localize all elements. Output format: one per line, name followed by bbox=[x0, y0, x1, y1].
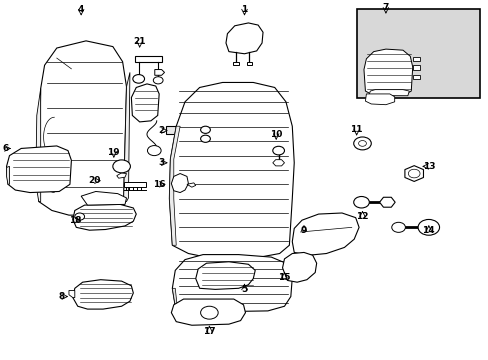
Polygon shape bbox=[363, 49, 412, 96]
Circle shape bbox=[358, 140, 366, 146]
Polygon shape bbox=[171, 174, 188, 193]
Circle shape bbox=[353, 137, 370, 150]
Circle shape bbox=[153, 77, 163, 84]
Polygon shape bbox=[131, 84, 159, 122]
Polygon shape bbox=[6, 146, 71, 193]
Circle shape bbox=[407, 169, 419, 178]
Text: 19: 19 bbox=[107, 148, 120, 157]
Circle shape bbox=[75, 213, 84, 220]
Text: 3: 3 bbox=[158, 158, 164, 167]
Circle shape bbox=[133, 75, 144, 83]
Polygon shape bbox=[135, 56, 161, 62]
Polygon shape bbox=[172, 288, 177, 306]
Polygon shape bbox=[73, 204, 136, 230]
Text: 14: 14 bbox=[422, 226, 434, 235]
Text: 9: 9 bbox=[300, 226, 306, 235]
Polygon shape bbox=[282, 252, 316, 282]
Polygon shape bbox=[225, 23, 263, 54]
Polygon shape bbox=[195, 262, 255, 289]
Polygon shape bbox=[404, 166, 423, 181]
Text: 16: 16 bbox=[153, 180, 165, 189]
Polygon shape bbox=[365, 94, 394, 105]
Polygon shape bbox=[166, 126, 189, 134]
Text: 12: 12 bbox=[356, 212, 368, 221]
Text: 15: 15 bbox=[278, 273, 290, 282]
Circle shape bbox=[113, 160, 130, 173]
Text: 5: 5 bbox=[241, 285, 247, 294]
Text: 1: 1 bbox=[241, 5, 247, 14]
Polygon shape bbox=[186, 183, 195, 187]
Text: 21: 21 bbox=[133, 37, 145, 46]
Text: 4: 4 bbox=[78, 5, 84, 14]
Text: 18: 18 bbox=[68, 216, 81, 225]
Polygon shape bbox=[69, 291, 75, 298]
Polygon shape bbox=[172, 255, 292, 312]
Circle shape bbox=[200, 135, 210, 142]
Circle shape bbox=[200, 126, 210, 134]
Circle shape bbox=[417, 220, 439, 235]
Text: 20: 20 bbox=[88, 176, 101, 185]
Circle shape bbox=[200, 306, 218, 319]
Polygon shape bbox=[6, 166, 9, 184]
Polygon shape bbox=[123, 72, 130, 202]
Polygon shape bbox=[36, 89, 41, 202]
Bar bbox=[412, 65, 419, 69]
Polygon shape bbox=[171, 299, 245, 325]
Text: 8: 8 bbox=[59, 292, 64, 301]
Circle shape bbox=[147, 145, 161, 156]
Polygon shape bbox=[73, 280, 133, 309]
Bar bbox=[356, 9, 479, 98]
Bar bbox=[412, 75, 419, 79]
Polygon shape bbox=[169, 126, 180, 245]
Polygon shape bbox=[246, 62, 252, 65]
Text: 11: 11 bbox=[350, 125, 362, 134]
Polygon shape bbox=[155, 69, 164, 75]
Polygon shape bbox=[123, 182, 146, 187]
Polygon shape bbox=[39, 41, 126, 215]
Polygon shape bbox=[379, 197, 394, 207]
Polygon shape bbox=[292, 213, 358, 255]
Circle shape bbox=[272, 146, 284, 155]
Text: 17: 17 bbox=[203, 327, 215, 336]
Text: 13: 13 bbox=[422, 162, 434, 171]
Text: 10: 10 bbox=[269, 130, 282, 139]
Circle shape bbox=[353, 197, 368, 208]
Polygon shape bbox=[368, 90, 408, 96]
Polygon shape bbox=[81, 192, 126, 205]
Text: 7: 7 bbox=[382, 3, 388, 12]
Circle shape bbox=[391, 222, 405, 232]
Text: 2: 2 bbox=[158, 126, 164, 135]
Polygon shape bbox=[169, 82, 294, 258]
Text: 6: 6 bbox=[2, 144, 9, 153]
Bar bbox=[412, 57, 419, 61]
Polygon shape bbox=[272, 160, 284, 166]
Polygon shape bbox=[117, 173, 126, 178]
Polygon shape bbox=[233, 62, 238, 65]
